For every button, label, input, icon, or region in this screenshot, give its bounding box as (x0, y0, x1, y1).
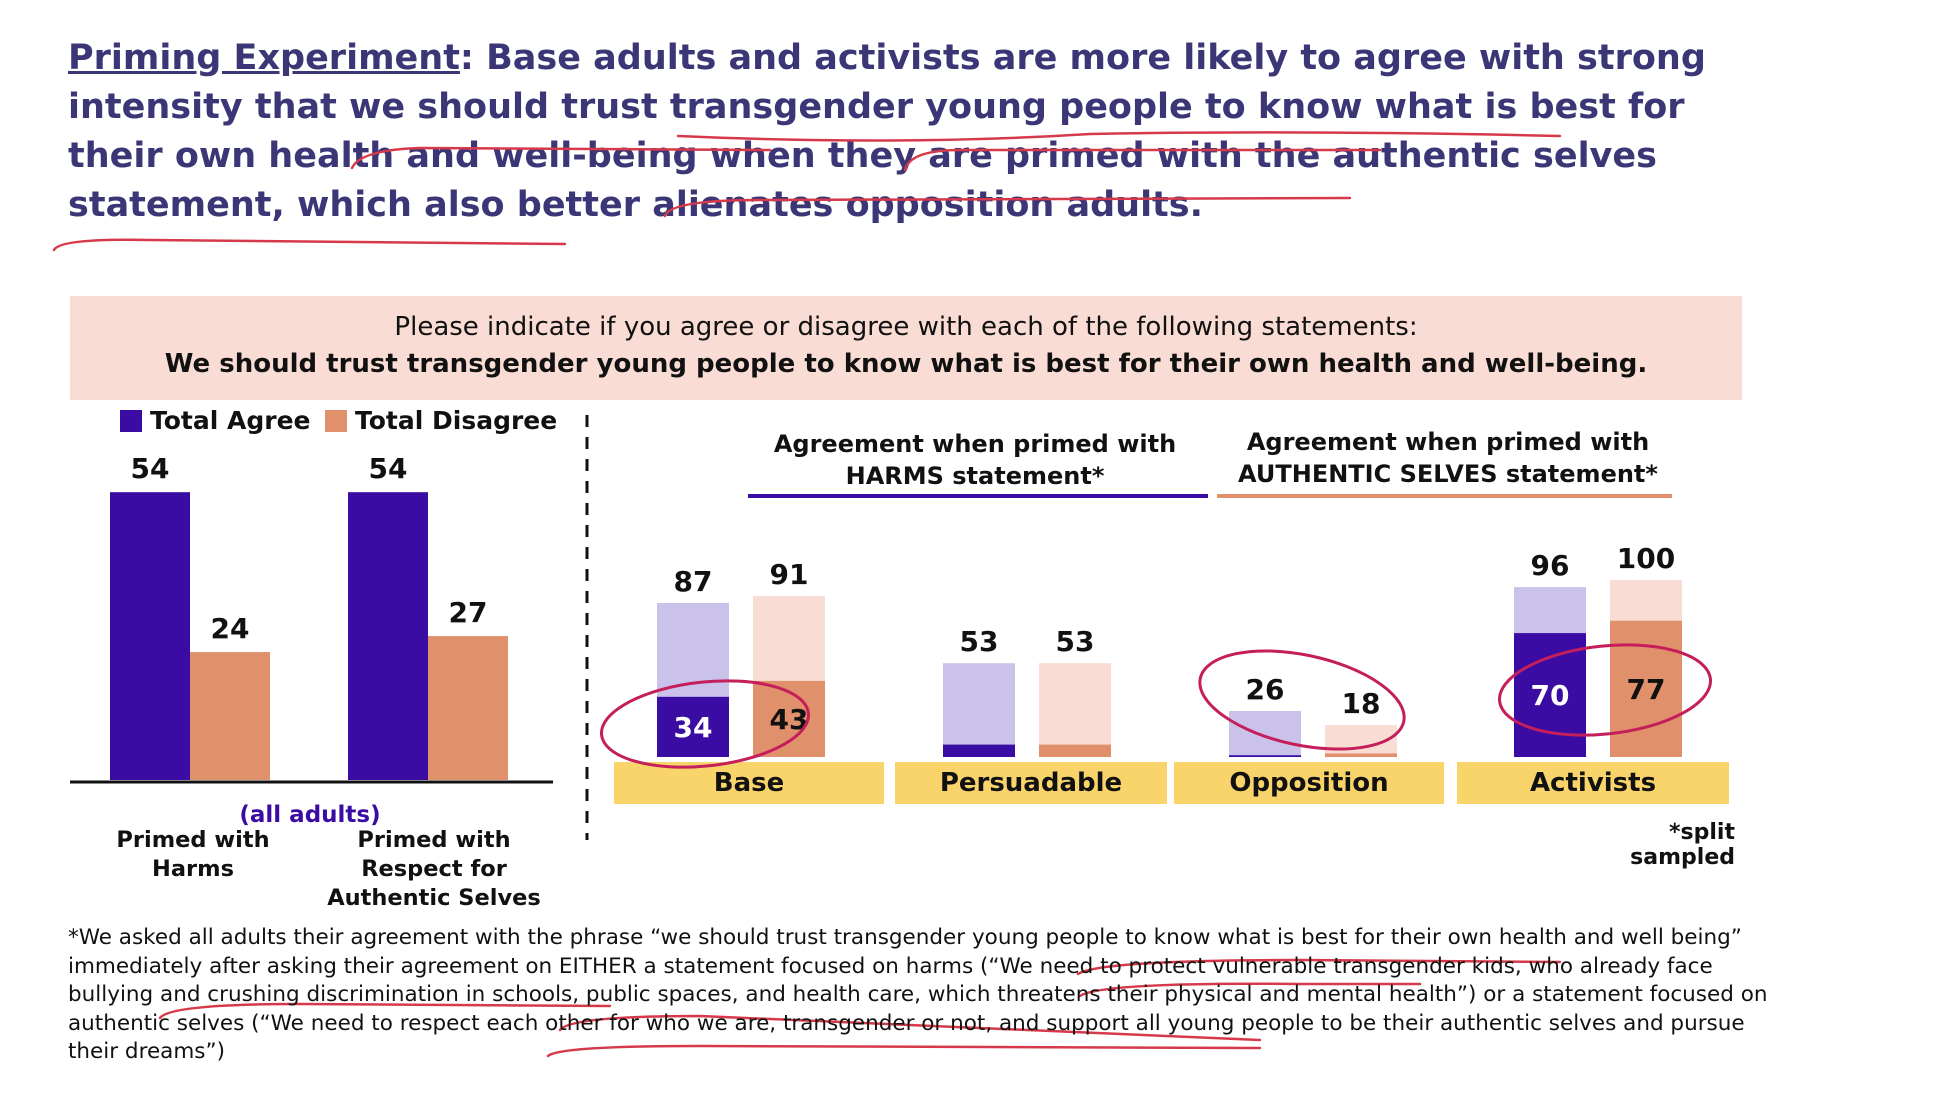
legend-agree: Total Agree (120, 406, 311, 435)
disagree-bar-0 (190, 652, 270, 780)
authentic-total-label-opposition: 18 (1342, 687, 1381, 720)
agree-value-label-0: 54 (131, 452, 170, 485)
harms-strong-bar-base (657, 696, 729, 757)
disagree-value-label-0: 24 (211, 612, 250, 645)
underline-annotation-1 (676, 131, 1562, 142)
harms-total-label-opposition: 26 (1246, 673, 1285, 706)
authentic-strong-label-activists: 77 (1627, 673, 1666, 706)
authentic-total-label-persuadable: 53 (1056, 625, 1095, 658)
harms-group-header: Agreement when primed with HARMS stateme… (773, 430, 1177, 490)
underline-annotation-10 (546, 1044, 1262, 1058)
left-category-label-1: Primed with Respect for Authentic Selves (327, 827, 541, 911)
split-sampled-note: *split sampled (1630, 820, 1735, 870)
legend-disagree-label: Total Disagree (355, 406, 558, 435)
agree-bar-1 (348, 492, 428, 780)
authentic-total-label-base: 91 (770, 558, 809, 591)
underline-annotation-4 (663, 196, 1352, 218)
underline-annotation-9 (558, 1014, 1262, 1042)
category-label-opposition: Opposition (1174, 762, 1444, 804)
category-label-persuadable: Persuadable (895, 762, 1167, 804)
agree-value-label-1: 54 (369, 452, 408, 485)
legend-disagree-swatch (325, 409, 347, 432)
question-prompt: Please indicate if you agree or disagree… (394, 312, 1418, 342)
footnote: *We asked all adults their agreement wit… (68, 925, 1768, 1064)
category-label-base: Base (614, 762, 884, 804)
disagree-value-label-1: 27 (449, 596, 488, 629)
underline-annotation-6 (1076, 958, 1562, 976)
legend-disagree: Total Disagree (325, 406, 557, 435)
authentic-strong-bar-opposition (1325, 753, 1397, 757)
harms-total-bar-opposition (1229, 710, 1301, 757)
harms-strong-bar-persuadable (943, 744, 1015, 757)
harms-total-label-persuadable: 53 (960, 625, 999, 658)
authentic-strong-bar-persuadable (1039, 744, 1111, 757)
disagree-bar-1 (428, 636, 508, 780)
legend-agree-swatch (120, 409, 142, 432)
headline-text: : Base adults and activists are more lik… (68, 38, 1706, 225)
question-statement: We should trust transgender young people… (164, 349, 1648, 379)
category-label-activists: Activists (1457, 762, 1729, 804)
underline-annotation-7 (158, 1002, 612, 1020)
circle-annotation-base (599, 679, 811, 769)
harms-strong-label-base: 34 (674, 711, 713, 744)
underline-annotation-2 (350, 146, 772, 170)
underline-annotation-3 (903, 148, 1382, 172)
harms-total-bar-persuadable (943, 663, 1015, 757)
left-category-label-0: Primed with Harms (116, 827, 270, 882)
left-chart-xlabel: (all adults) (239, 802, 381, 828)
headline: Priming Experiment: Base adults and acti… (68, 34, 1768, 230)
authentic-total-bar-persuadable (1039, 663, 1111, 757)
harms-total-label-activists: 96 (1531, 549, 1570, 582)
underline-annotation-5 (52, 238, 567, 252)
harms-total-label-base: 87 (674, 565, 713, 598)
agree-bar-0 (110, 492, 190, 780)
authentic-total-label-activists: 100 (1617, 542, 1675, 575)
harms-strong-bar-opposition (1229, 755, 1301, 757)
circle-annotation-opposition (1198, 649, 1406, 751)
harms-strong-label-activists: 70 (1531, 679, 1570, 712)
question-box: Please indicate if you agree or disagree… (70, 296, 1742, 400)
circle-annotation-activists (1497, 643, 1713, 737)
headline-lead: Priming Experiment (68, 38, 460, 78)
legend-agree-label: Total Agree (150, 406, 311, 435)
underline-annotation-8 (1078, 982, 1422, 998)
authentic-group-header: Agreement when primed with AUTHENTIC SEL… (1238, 428, 1658, 488)
